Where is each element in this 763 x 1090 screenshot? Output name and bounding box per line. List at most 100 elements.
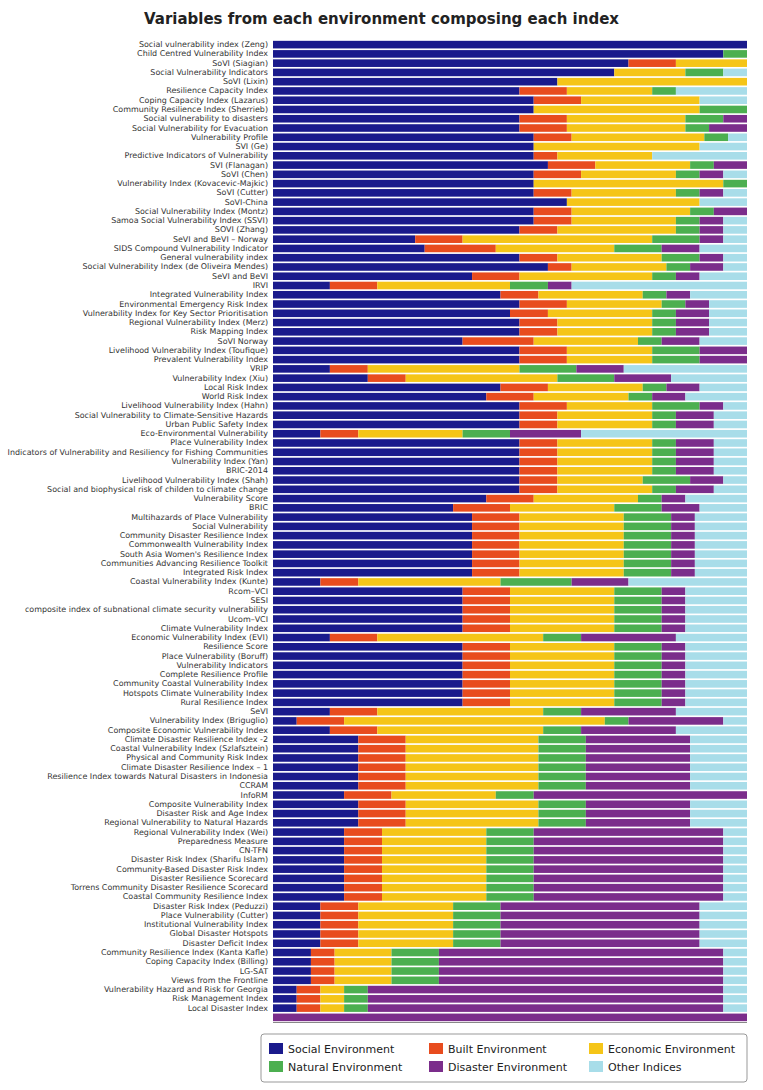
- y-tick-label: SESI: [251, 596, 268, 605]
- bar-segment: [624, 365, 747, 373]
- bar-segment: [614, 587, 661, 595]
- bar-segment: [273, 467, 519, 475]
- bar-segment: [486, 893, 533, 901]
- series: [273, 115, 747, 1021]
- bar-segment: [723, 865, 747, 873]
- bar-segment: [273, 309, 510, 317]
- bar-segment: [519, 439, 557, 447]
- bar-segment: [273, 115, 519, 123]
- bar-segment: [463, 430, 510, 438]
- bar-segment: [377, 708, 543, 716]
- bar-segment: [538, 763, 585, 771]
- bar-segment: [690, 754, 747, 762]
- bar-segment: [695, 550, 747, 558]
- bar-segment: [273, 124, 519, 132]
- bar-segment: [695, 513, 747, 521]
- bar-segment: [723, 995, 747, 1003]
- y-tick-label: CN-TFN: [239, 846, 268, 855]
- bar-segment: [614, 671, 661, 679]
- legend-swatch: [269, 1043, 283, 1054]
- bar-segment: [700, 930, 747, 938]
- bar-segment: [486, 884, 533, 892]
- series: [572, 69, 747, 1012]
- bar-segment: [273, 532, 472, 540]
- bar-segment: [605, 717, 629, 725]
- bar-segment: [671, 550, 695, 558]
- y-tick-label: SoVI-China: [225, 198, 268, 207]
- bar-segment: [519, 411, 557, 419]
- bar-segment: [690, 800, 747, 808]
- bar-segment: [320, 902, 358, 910]
- bar-segment: [690, 263, 723, 271]
- bar-segment: [273, 143, 534, 151]
- bar-segment: [501, 578, 572, 586]
- bar-segment: [358, 819, 405, 827]
- bar-segment: [700, 356, 747, 364]
- bar-segment: [723, 986, 747, 994]
- bar-segment: [472, 550, 519, 558]
- bar-segment: [557, 78, 747, 86]
- bar-segment: [382, 865, 486, 873]
- bar-segment: [344, 1004, 368, 1012]
- bar-segment: [273, 513, 472, 521]
- bar-segment: [519, 513, 623, 521]
- bar-segment: [709, 328, 747, 336]
- bar-segment: [273, 541, 472, 549]
- y-tick-label: Coping Capacity Index (Lazarus): [139, 96, 268, 105]
- bar-segment: [567, 356, 652, 364]
- bar-segment: [273, 856, 344, 864]
- bar-segment: [614, 662, 661, 670]
- legend: Social EnvironmentBuilt EnvironmentEcono…: [261, 1034, 747, 1082]
- bar-segment: [652, 272, 676, 280]
- bar-segment: [358, 745, 405, 753]
- y-tick-label: Coastal Vulnerability Index (Szlafsztein…: [110, 744, 268, 753]
- bar-segment: [747, 41, 748, 49]
- bar-segment: [273, 949, 311, 957]
- bar-segment: [723, 50, 747, 58]
- y-tick-label: CCRAM: [239, 781, 268, 790]
- bar-segment: [671, 523, 695, 531]
- y-tick-label: Prevalent Vulnerability Index: [154, 355, 268, 364]
- bar-segment: [273, 282, 330, 290]
- bar-segment: [538, 782, 585, 790]
- bar-segment: [534, 838, 724, 846]
- bar-segment: [723, 856, 747, 864]
- bar-segment: [344, 791, 391, 799]
- bar-segment: [273, 198, 567, 206]
- bar-segment: [676, 458, 714, 466]
- bar-segment: [510, 662, 614, 670]
- y-tick-label: Vulnerability Indicators: [176, 661, 268, 670]
- bar-segment: [662, 643, 686, 651]
- y-tick-label: SVI (Ge): [235, 142, 268, 151]
- bar-segment: [501, 939, 700, 947]
- bar-segment: [320, 578, 358, 586]
- bar-segment: [273, 384, 501, 392]
- bar-segment: [273, 495, 486, 503]
- bar-segment: [406, 782, 539, 790]
- bar-segment: [714, 161, 747, 169]
- bar-segment: [415, 235, 462, 243]
- bar-segment: [496, 245, 615, 253]
- y-tick-label: VRIP: [250, 364, 268, 373]
- bar-segment: [273, 504, 453, 512]
- bar-segment: [358, 921, 453, 929]
- bar-segment: [685, 69, 723, 77]
- bar-segment: [335, 967, 392, 975]
- bar-segment: [538, 736, 585, 744]
- bar-segment: [576, 365, 623, 373]
- y-tick-label: Community Disaster Resilience Index: [120, 531, 269, 540]
- legend-label: Economic Environment: [608, 1043, 736, 1056]
- bar-segment: [557, 411, 652, 419]
- bar-segment: [695, 523, 747, 531]
- bar-segment: [344, 995, 368, 1003]
- bar-segment: [486, 393, 533, 401]
- bar-segment: [392, 791, 496, 799]
- bar-segment: [685, 689, 747, 697]
- bar-segment: [273, 578, 320, 586]
- bar-segment: [723, 875, 747, 883]
- y-tick-label: Institutional Vulnerability Index: [144, 920, 268, 929]
- bar-segment: [519, 226, 557, 234]
- y-tick-label: General vulnerability index: [160, 253, 268, 262]
- bar-segment: [714, 208, 747, 216]
- bar-segment: [700, 198, 747, 206]
